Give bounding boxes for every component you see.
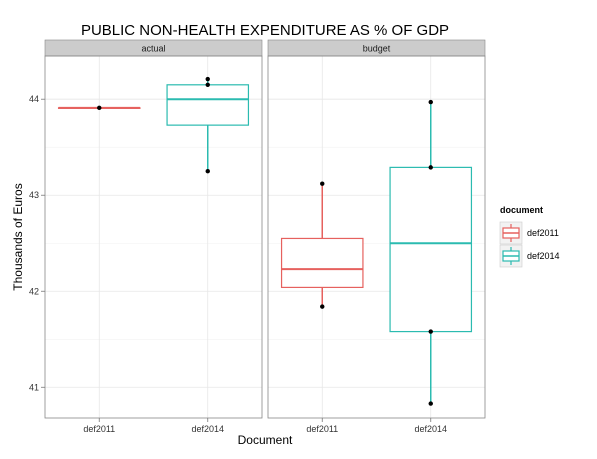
panel-border [267,55,486,419]
y-tick-label: 44 [29,94,39,104]
data-point [205,82,210,88]
x-tick-label: def2014 [191,424,224,434]
box-body [280,237,364,289]
legend-title: document [500,205,543,215]
x-tick-label: def2011 [306,424,338,434]
data-point [320,304,325,309]
data-point [428,165,433,170]
x-axis-title: Document [238,433,293,447]
data-point [320,181,325,186]
y-tick-label: 43 [29,190,39,200]
data-point [428,329,433,334]
x-tick-label: def2014 [414,424,447,434]
y-tick-label: 42 [29,286,39,296]
data-point [205,169,210,174]
facet-strip-label-budget: budget [363,44,391,54]
facet-strip-label-actual: actual [141,44,165,54]
data-point [428,99,433,105]
legend-label-def2014: def2014 [527,251,560,261]
y-tick-label: 41 [29,382,39,392]
box-body [166,84,250,126]
data-point [97,105,102,111]
x-tick-label: def2011 [83,424,115,434]
chart-title: PUBLIC NON-HEALTH EXPENDITURE AS % OF GD… [81,22,449,39]
legend-label-def2011: def2011 [527,228,559,238]
data-point [428,401,433,406]
data-point [205,76,210,82]
panel-border [44,55,263,419]
y-axis-title: Thousands of Euros [11,183,25,290]
box-body [389,166,473,333]
